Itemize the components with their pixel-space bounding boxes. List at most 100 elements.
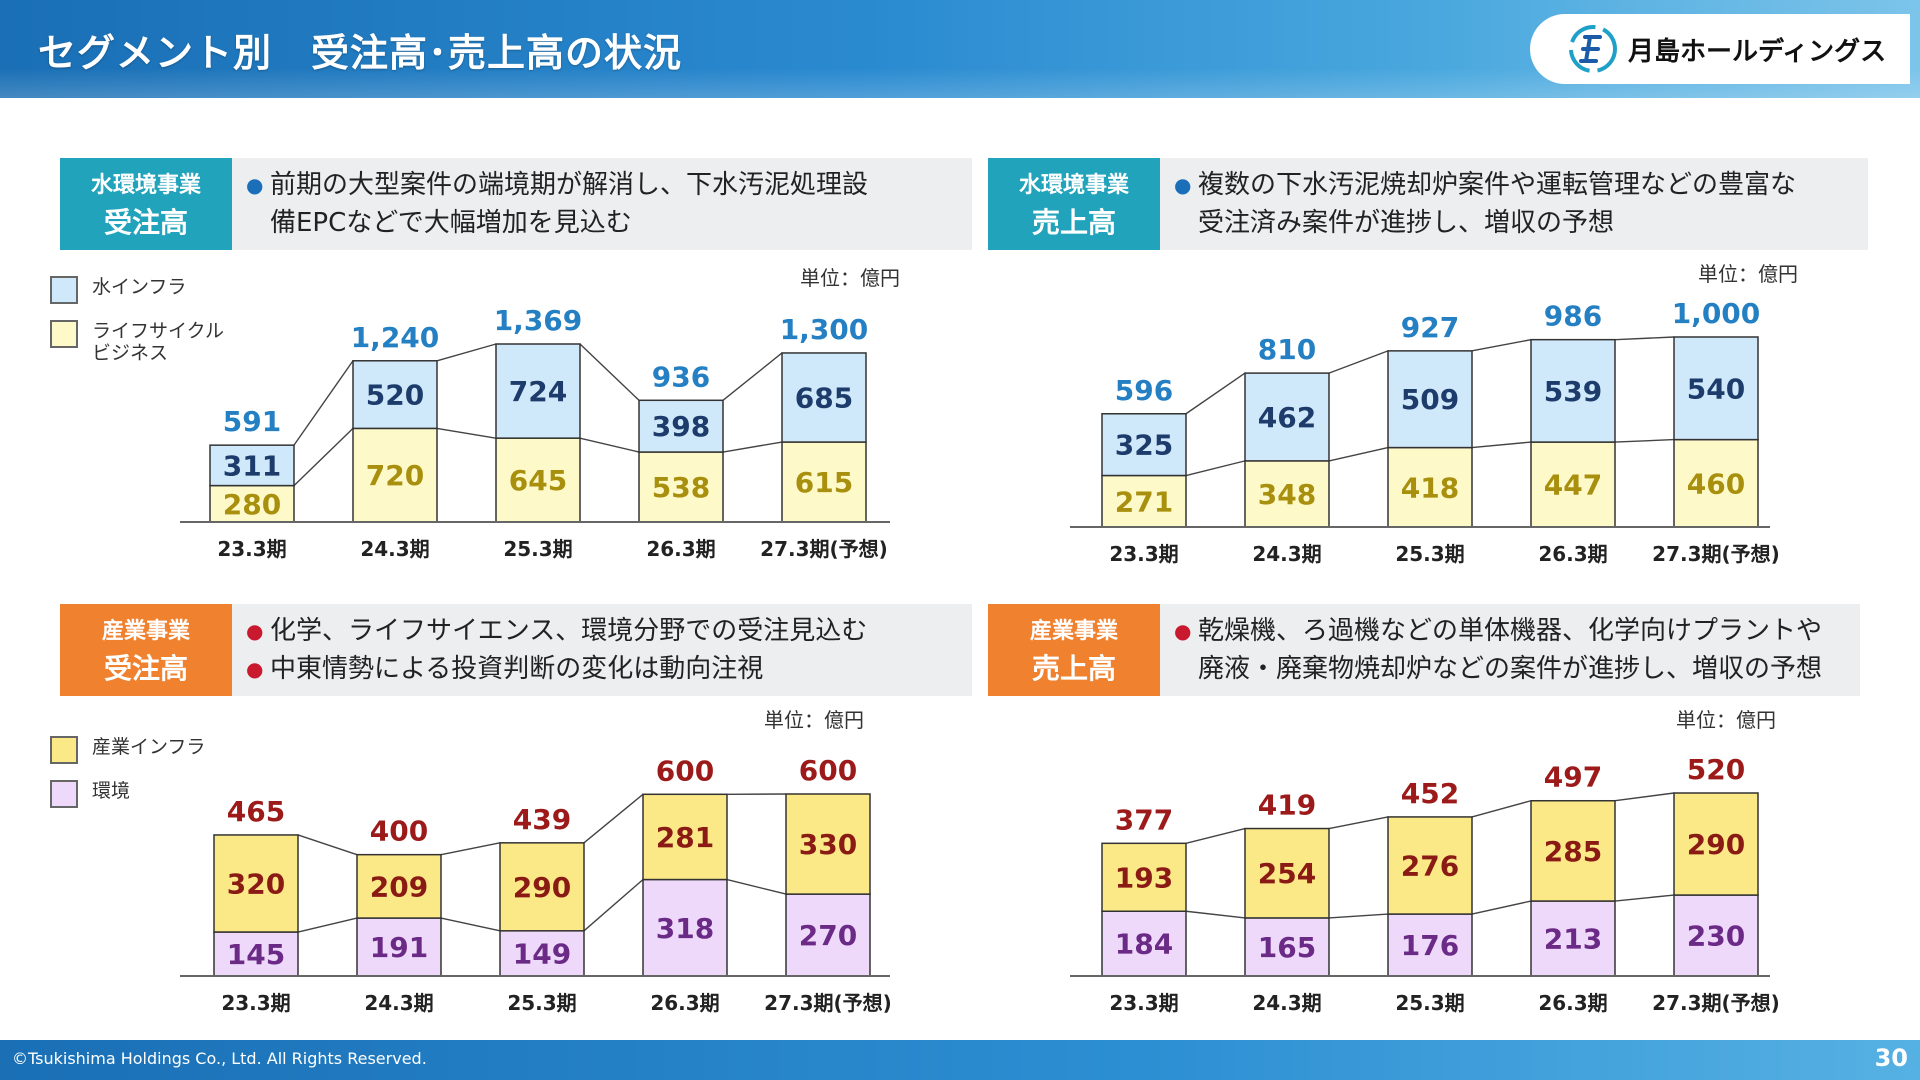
data-label: 285 [1544,835,1602,868]
total-label: 1,240 [351,321,440,354]
description-continuation: 備EPCなどで大幅増加を見込む [270,208,632,238]
unit-label: 単位：億円 [1698,262,1798,286]
bullet-icon: ● [1174,619,1192,643]
connector-line [579,437,640,453]
data-label: 290 [513,871,571,904]
legend-swatch [50,320,78,348]
bar-segment-lower [1101,474,1187,528]
x-tick-label: 23.3期 [1109,542,1178,566]
x-tick-label: 26.3期 [650,991,719,1015]
data-label: 270 [799,919,857,952]
legend-swatch [50,276,78,304]
footer-bar: ©Tsukishima Holdings Co., Ltd. All Right… [0,1040,1920,1080]
data-label: 290 [1687,828,1745,861]
bar-segment-lower [1101,910,1187,977]
legend-label: 環境 [92,780,131,802]
data-label: 509 [1401,383,1459,416]
segment-description: ● 複数の下水汚泥焼却炉案件や運転管理などの豊富な 受注済み案件が進捗し、増収の… [1160,158,1868,250]
connector-line [1614,336,1675,341]
x-tick-label: 25.3期 [1395,542,1464,566]
bar-segment-upper [209,444,295,487]
bar-segment-upper [1101,413,1187,477]
description-line: ● 化学、ライフサイエンス、環境分野での受注見込む [246,612,962,650]
data-label: 149 [513,937,571,970]
x-tick-label: 27.3期(予想) [1652,991,1780,1015]
total-label: 936 [652,360,710,393]
description-continuation: 廃液・廃棄物焼却炉などの案件が進捗し、増収の予想 [1198,654,1823,684]
page-number: 30 [1874,1044,1908,1072]
x-tick-label: 24.3期 [1252,991,1321,1015]
data-label: 398 [652,410,710,443]
data-label: 311 [223,449,281,482]
data-label: 318 [656,912,714,945]
legend-label: 産業インフラ [92,736,206,758]
unit-label: 単位：億円 [800,266,900,290]
connector-line [1614,438,1675,443]
description-text: 乾燥機、ろ過機などの単体機器、化学向けプラントや [1198,616,1823,646]
data-label: 230 [1687,920,1745,953]
data-label: 213 [1544,923,1602,956]
connector-line [583,879,644,932]
description-text: 化学、ライフサイエンス、環境分野での受注見込む [270,616,868,646]
page-title: セグメント別 受注高･売上高の状況 [38,31,683,75]
description-line: ● 中東情勢による投資判断の変化は動向注視 [246,650,962,688]
unit-label: 単位：億円 [1676,708,1776,732]
bullet-icon: ● [1174,173,1192,197]
bar-segment-upper [642,793,728,881]
data-label: 191 [370,931,428,964]
data-label: 540 [1687,372,1745,405]
legend-item-environment: 環境 [50,780,205,810]
bar-segment-lower [1530,441,1616,528]
description-line: ● 前期の大型案件の端境期が解消し、下水汚泥処理設 [246,166,962,204]
chart-industry-orders: 145 320 465 23.3期 191 209 400 24.3期 149 290 439 25.… [180,754,892,1015]
bar-segment-upper [1101,842,1187,912]
bar-segment-lower [1673,894,1759,977]
data-label: 276 [1401,849,1459,882]
company-name: 月島ホールディングス [1628,36,1887,67]
x-tick-label: 26.3期 [1538,991,1607,1015]
legend-swatch [50,780,78,808]
bar-segment-upper [1673,792,1759,896]
connector-line [722,352,783,401]
x-tick-label: 23.3期 [221,991,290,1015]
bar-segment-lower [1244,460,1330,528]
legend-water: 水インフラ ライフサイクル ビジネス [50,276,224,384]
segment-tag: 産業事業 売上高 [988,604,1160,696]
description-text: 中東情勢による投資判断の変化は動向注視 [270,654,764,684]
bar-segment-lower [356,917,442,977]
x-tick-label: 27.3期(予想) [764,991,892,1015]
data-label: 418 [1401,471,1459,504]
connector-line [293,427,354,487]
data-label: 280 [223,488,281,521]
data-label: 720 [366,459,424,492]
data-label: 615 [795,466,853,499]
x-tick-label: 23.3期 [1109,991,1178,1015]
company-logo-icon [1569,25,1617,73]
connector-line [583,793,644,844]
segment-description: ● 乾燥機、ろ過機などの単体機器、化学向けプラントや 廃液・廃棄物焼却炉などの案… [1160,604,1860,696]
data-label: 685 [795,382,853,415]
bar-segment-upper [352,360,438,430]
data-label: 538 [652,471,710,504]
x-tick-label: 25.3期 [1395,991,1464,1015]
bar-segment-upper [638,399,724,453]
total-label: 591 [223,405,281,438]
total-label: 419 [1258,789,1316,822]
bar-segment-upper [785,793,871,895]
connector-line [722,441,783,453]
metric-name: 受注高 [103,206,188,239]
segment-name: 水環境事業 [90,173,201,198]
bullet-icon: ● [246,657,264,681]
chart-water-sales: 271 325 596 23.3期 348 462 810 24.3期 418 509 927 25.… [1070,297,1780,566]
bar-segment-upper [495,343,581,439]
total-label: 520 [1687,753,1745,786]
connector-line [1185,827,1246,845]
data-label: 193 [1115,861,1173,894]
segment-name: 水環境事業 [1018,173,1129,198]
unit-label: 単位：億円 [764,708,864,732]
bar-segment-lower [1244,917,1330,977]
connector-line [297,917,358,933]
segment-description: ● 前期の大型案件の端境期が解消し、下水汚泥処理設 備EPCなどで大幅増加を見込… [232,158,972,250]
total-label: 377 [1115,803,1173,836]
total-label: 596 [1115,374,1173,407]
